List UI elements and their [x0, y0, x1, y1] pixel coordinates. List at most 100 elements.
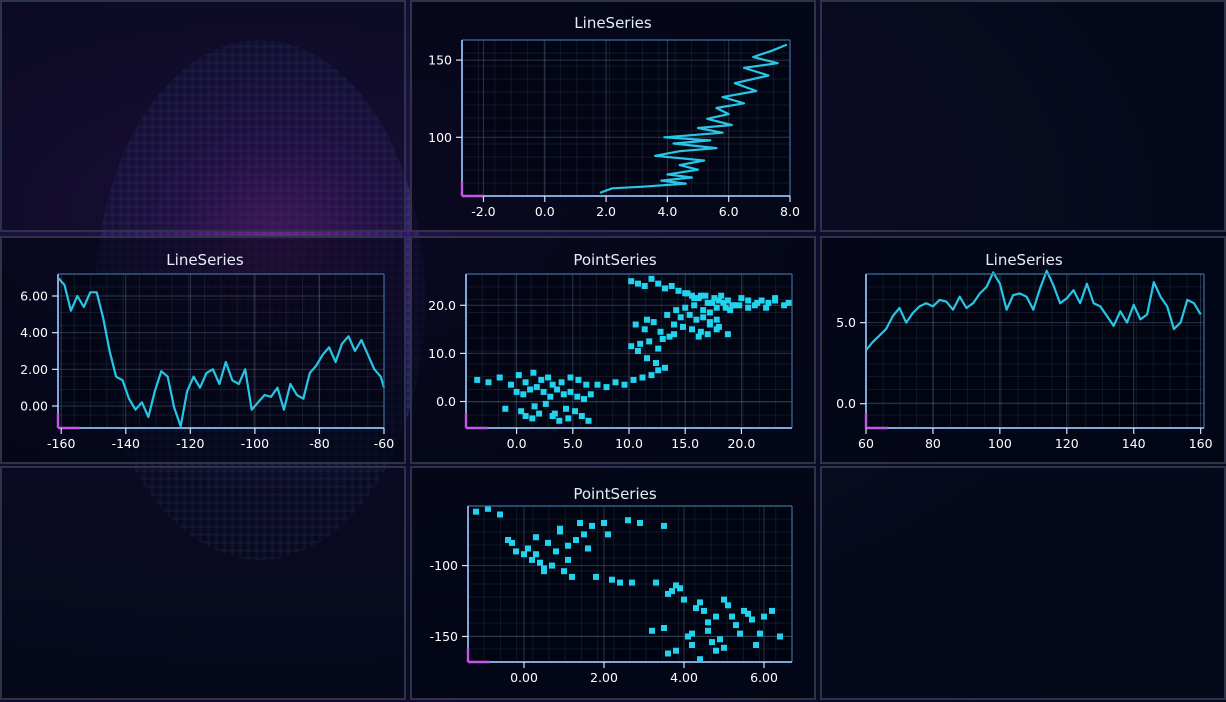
chart-title: LineSeries: [574, 14, 652, 32]
data-point: [657, 328, 664, 335]
x-tick-label: -140: [112, 436, 140, 451]
data-point: [621, 381, 628, 388]
data-point: [536, 410, 543, 417]
data-point: [781, 302, 788, 309]
data-point: [718, 292, 725, 299]
data-point: [502, 405, 509, 412]
data-point: [758, 297, 765, 304]
empty-panel-bottom-left: [0, 466, 406, 700]
data-point: [713, 304, 720, 311]
x-tick-label: 0.0: [507, 436, 527, 451]
data-point: [527, 386, 534, 393]
data-point: [673, 307, 680, 314]
data-point: [757, 630, 763, 637]
x-tick-label: 2.0: [596, 204, 616, 219]
x-tick-label: 4.00: [670, 670, 698, 685]
x-tick-label: -60: [374, 436, 394, 451]
data-point: [681, 596, 687, 603]
data-point: [578, 413, 585, 419]
series-line: [865, 269, 1202, 351]
data-point: [653, 579, 659, 586]
data-point: [558, 379, 565, 386]
x-tick-label: 80: [925, 436, 941, 451]
data-point: [628, 343, 635, 350]
x-tick-label: -160: [47, 436, 75, 451]
chart-panel-mid-center: PointSeries 0.0 5.0 10.0 15.0 20.0 0.0 10.0 20.…: [410, 236, 816, 464]
data-point: [609, 576, 615, 583]
data-point: [685, 633, 691, 640]
data-point: [736, 302, 743, 309]
data-point: [737, 630, 743, 637]
data-point: [533, 551, 539, 558]
x-tick-label: 10.0: [615, 436, 643, 451]
data-point: [540, 388, 547, 395]
scatter-chart-bottom-center: PointSeries 0.00 2.00 4.00 6.00 -100 -150: [430, 485, 793, 685]
data-point: [567, 374, 574, 381]
x-tick-label: 5.0: [563, 436, 583, 451]
line-chart-mid-left: LineSeries -160 -140 -120 -100 -80 -60 0.00 2.0…: [20, 251, 394, 451]
data-point: [671, 321, 677, 328]
data-point: [547, 393, 554, 400]
data-point: [554, 386, 561, 393]
empty-panel-bottom-right: [820, 466, 1226, 700]
data-point: [513, 548, 519, 555]
data-point: [722, 304, 729, 311]
data-point: [585, 417, 592, 424]
data-point: [529, 415, 536, 422]
data-point: [650, 319, 657, 326]
data-point: [749, 616, 755, 623]
y-tick-label: 150: [428, 53, 452, 68]
data-point: [549, 413, 556, 419]
data-point: [729, 613, 735, 620]
data-point: [697, 328, 704, 335]
data-point: [644, 355, 650, 362]
data-point: [635, 348, 641, 354]
data-point: [689, 642, 695, 648]
data-point: [691, 302, 698, 309]
data-point: [508, 381, 514, 388]
data-point: [574, 393, 581, 400]
x-tick-label: 140: [1122, 436, 1146, 451]
y-tick-label: 20.0: [428, 298, 456, 313]
line-chart-mid-right: LineSeries 60 80 100 120 140 160 0.0 5.0: [836, 251, 1213, 451]
empty-panel-top-left: [0, 0, 406, 232]
data-point: [680, 323, 686, 330]
y-tick-label: -100: [430, 558, 458, 573]
data-point: [549, 562, 555, 569]
data-point: [665, 590, 671, 597]
plot-area: [462, 40, 790, 196]
data-point: [662, 285, 668, 292]
data-point: [675, 287, 682, 294]
data-point: [661, 522, 667, 529]
data-point: [713, 316, 720, 323]
data-point: [738, 295, 745, 302]
data-point: [669, 588, 675, 595]
data-point: [724, 331, 731, 338]
data-point: [601, 520, 607, 526]
data-point: [717, 636, 723, 643]
x-tick-label: 8.0: [780, 204, 800, 219]
data-point: [577, 520, 583, 526]
data-point: [612, 379, 619, 386]
data-point: [573, 537, 579, 543]
data-point: [659, 336, 666, 342]
data-point: [560, 391, 567, 398]
data-point: [709, 639, 715, 646]
data-point: [777, 633, 783, 640]
data-point: [581, 531, 587, 538]
data-point: [565, 556, 571, 563]
data-point: [557, 528, 563, 535]
chart-panel-bottom-center: PointSeries 0.00 2.00 4.00 6.00 -100 -150: [410, 466, 816, 700]
x-tick-label: 60: [858, 436, 874, 451]
data-point: [763, 304, 770, 311]
data-point: [753, 642, 759, 648]
data-point: [648, 275, 655, 282]
data-point: [677, 314, 684, 321]
data-point: [661, 625, 667, 631]
data-point: [593, 573, 599, 580]
data-point: [666, 333, 673, 340]
data-point: [522, 379, 529, 386]
data-point: [505, 537, 511, 543]
data-point: [572, 408, 578, 415]
data-point: [485, 505, 491, 512]
